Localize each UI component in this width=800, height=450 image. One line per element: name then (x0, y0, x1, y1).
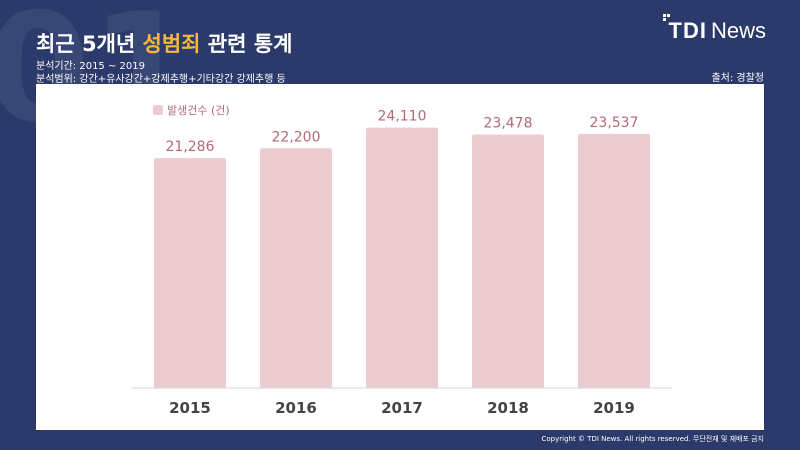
logo-dots-icon (662, 14, 670, 21)
copyright-footer: Copyright © TDI News. All rights reserve… (541, 435, 764, 443)
value-label-2019: 23,537 (590, 115, 639, 131)
value-label-2018: 23,478 (484, 115, 533, 131)
analysis-period: 분석기간: 2015 ~ 2019 (36, 61, 145, 72)
legend-label: 발생건수 (건) (167, 104, 230, 117)
bar-2015 (154, 158, 226, 388)
analysis-meta: 분석기간: 2015 ~ 2019 분석범위: 강간+유사강간+강제추행+기타강… (36, 60, 286, 86)
source-note: 출처: 경찰청 (711, 73, 764, 84)
value-label-2017: 24,110 (378, 109, 427, 125)
x-tick-2015: 2015 (169, 399, 211, 417)
x-tick-2017: 2017 (381, 399, 423, 417)
x-tick-2018: 2018 (487, 399, 529, 417)
analysis-scope: 분석범위: 강간+유사강간+강제추행+기타강간 강제추행 등 (36, 74, 286, 85)
title-prefix: 최근 5개년 (36, 32, 143, 56)
value-label-2016: 22,200 (272, 129, 321, 145)
bar-2018 (472, 134, 544, 388)
bar-2017 (366, 127, 438, 388)
logo-bold-text: TDI (668, 18, 707, 43)
title-highlight: 성범죄 (142, 32, 201, 56)
value-label-2015: 21,286 (166, 139, 215, 155)
legend-swatch (153, 105, 163, 115)
bar-2016 (260, 148, 332, 388)
bar-2019 (578, 133, 650, 388)
chart-panel: 발생건수 (건) 21,286 2015 22,200 2016 24,110 2017 23… (36, 84, 764, 430)
x-tick-2019: 2019 (593, 399, 635, 417)
bar-chart: 발생건수 (건) 21,286 2015 22,200 2016 24,110 2017 23… (132, 104, 672, 417)
tdi-news-logo: TDI News (662, 14, 766, 44)
title-suffix: 관련 통계 (200, 32, 293, 56)
x-tick-2016: 2016 (275, 399, 317, 417)
logo-light-text: News (710, 18, 766, 43)
page-title: 최근 5개년 성범죄 관련 통계 (36, 28, 292, 58)
